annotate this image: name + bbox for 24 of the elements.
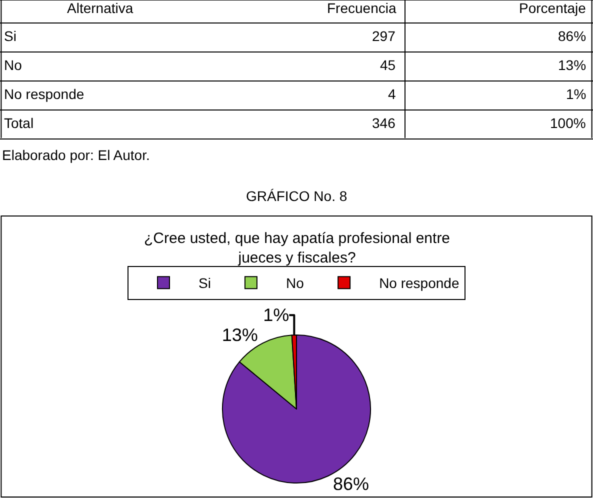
text: 13% <box>558 57 586 73</box>
text: Total <box>4 115 34 131</box>
text: No <box>4 57 22 73</box>
legend-label: No responde <box>379 275 460 292</box>
text: No responde <box>4 86 84 102</box>
legend-label: No <box>286 275 304 292</box>
data-label: 1% <box>263 305 290 326</box>
text: GRÁFICO No. 8 <box>246 188 348 204</box>
data-label: 86% <box>333 474 370 494</box>
text: 86% <box>558 28 586 44</box>
chart-title: ¿Cree usted, que hay apatía profesional entre jueces y fiscales? <box>144 230 450 266</box>
legend-label: Si <box>198 275 211 292</box>
data-label: 13% <box>222 325 258 346</box>
text: Porcentaje <box>519 0 586 16</box>
text: 346 <box>372 115 396 131</box>
text: Alternativa <box>67 0 134 16</box>
text: Si <box>4 28 16 44</box>
text: 45 <box>380 57 396 73</box>
text: 1% <box>566 86 586 102</box>
text: 297 <box>372 28 396 44</box>
text: 100% <box>550 115 586 131</box>
text: 4 <box>388 86 396 102</box>
text: Elaborado por: El Autor. <box>2 147 150 163</box>
text: Frecuencia <box>327 0 396 16</box>
